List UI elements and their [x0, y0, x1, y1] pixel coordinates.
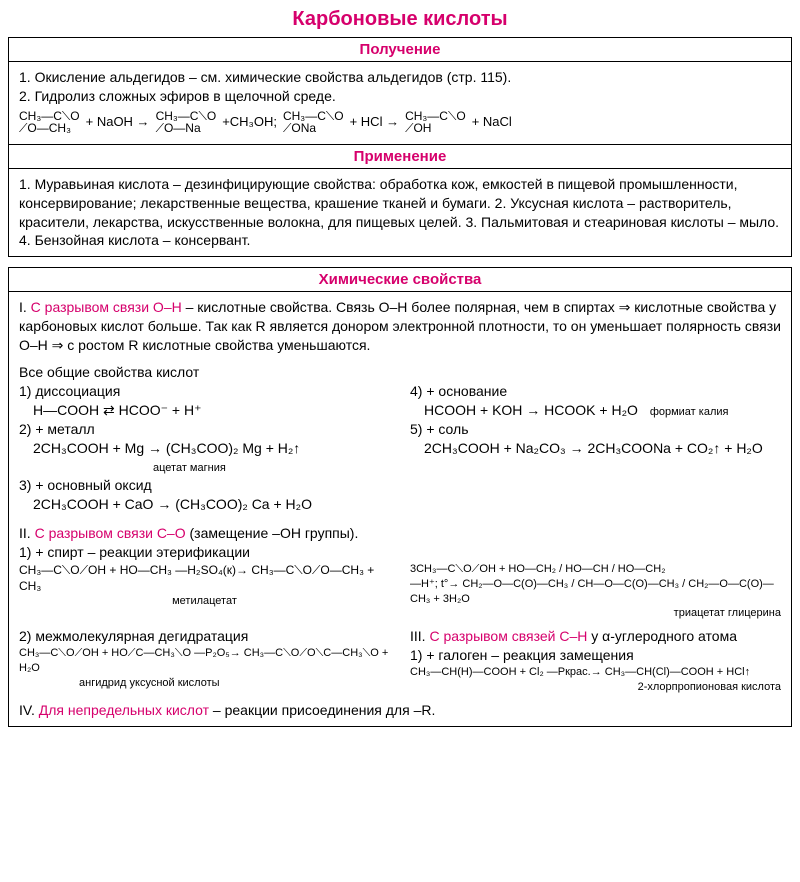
- bottom-row: 2) межмолекулярная дегидратация CH₃—C⟍O⟋…: [19, 627, 781, 694]
- item-5: 5) + соль: [410, 420, 781, 439]
- col-right: 4) + основание HCOOH + KOH → HCOOK + H₂O…: [410, 382, 781, 514]
- col-left: 1) диссоциация H—COOH ⇄ HCOO⁻ + H⁺ 2) + …: [19, 382, 390, 514]
- prep-line-1: 1. Окисление альдегидов – см. химические…: [19, 68, 781, 87]
- label-methylacetate: метилацетат: [19, 594, 390, 609]
- eq-3: 2CH₃COOH + CaO → (CH₃COO)₂ Ca + H₂O: [19, 495, 390, 514]
- item-2: 2) + металл: [19, 420, 390, 439]
- ester-right: 3CH₃—C⟍O⟋OH + HO—CH₂ / HO—CH / HO—CH₂ —H…: [410, 562, 781, 621]
- body-chem-props: I. С разрывом связи O–H – кислотные свой…: [9, 292, 791, 725]
- item-1: 1) диссоциация: [19, 382, 390, 401]
- eq-ii1-right-2: —H⁺; t°→ CH₂—O—C(O)—CH₃ / CH—O—C(O)—CH₃ …: [410, 577, 781, 607]
- label-chloroprop: 2-хлорпропионовая кислота: [410, 680, 781, 695]
- item-ii-2: 2) межмолекулярная дегидратация: [19, 627, 390, 646]
- section-ii-intro: II. С разрывом связи C–O (замещение –OH …: [19, 524, 781, 543]
- common-props-label: Все общие свойства кислот: [19, 363, 781, 382]
- op-1: + NaOH →: [86, 113, 150, 131]
- eq-ii2: CH₃—C⟍O⟋OH + HO⟋C—CH₃⟍O —P₂O₅→ CH₃—C⟍O⟋O…: [19, 646, 390, 676]
- eq-ii1-right-1: 3CH₃—C⟍O⟋OH + HO—CH₂ / HO—CH / HO—CH₂: [410, 562, 781, 577]
- section-i-intro: I. С разрывом связи O–H – кислотные свой…: [19, 298, 781, 355]
- body-application: 1. Муравьиная кислота – дезинфицирующие …: [9, 169, 791, 257]
- eq-1: H—COOH ⇄ HCOO⁻ + H⁺: [19, 401, 390, 420]
- esterification-row: CH₃—C⟍O⟋OH + HO—CH₃ —H₂SO₄(к)→ CH₃—C⟍O⟋O…: [19, 562, 781, 621]
- application-text: 1. Муравьиная кислота – дезинфицирующие …: [19, 176, 779, 249]
- bottom-right: III. С разрывом связей C–H у α-углеродно…: [410, 627, 781, 694]
- reagent-3: CH₃—C⟍O ⟋ONa: [283, 110, 344, 134]
- body-preparation: 1. Окисление альдегидов – см. химические…: [9, 62, 791, 144]
- props-columns: 1) диссоциация H—COOH ⇄ HCOO⁻ + H⁺ 2) + …: [19, 382, 781, 514]
- ester-left: CH₃—C⟍O⟋OH + HO—CH₃ —H₂SO₄(к)→ CH₃—C⟍O⟋O…: [19, 562, 390, 621]
- page-title: Карбоновые кислоты: [8, 8, 792, 31]
- eq-2: 2CH₃COOH + Mg → (CH₃COO)₂ Mg + H₂↑ ацета…: [19, 439, 390, 477]
- reagent-1: CH₃—C⟍O ⟋O—CH₃: [19, 110, 80, 134]
- eq-ii1-left: CH₃—C⟍O⟋OH + HO—CH₃ —H₂SO₄(к)→ CH₃—C⟍O⟋O…: [19, 562, 390, 594]
- item-ii-1: 1) + спирт – реакции этерификации: [19, 543, 781, 562]
- label-triacetate: триацетат глицерина: [410, 606, 781, 621]
- eq-iii1: CH₃—CH(H)—COOH + Cl₂ —Pкрас.→ CH₃—CH(Cl)…: [410, 665, 781, 680]
- box-preparation-application: Получение 1. Окисление альдегидов – см. …: [8, 37, 792, 257]
- item-iii-1: 1) + галоген – реакция замещения: [410, 646, 781, 665]
- eq-4: HCOOH + KOH → HCOOK + H₂O формиат калия: [410, 401, 781, 420]
- header-application: Применение: [9, 144, 791, 169]
- bottom-left: 2) межмолекулярная дегидратация CH₃—C⟍O⟋…: [19, 627, 390, 694]
- header-chem-props: Химические свойства: [9, 268, 791, 292]
- op-4: + NaCl: [472, 113, 512, 131]
- reagent-2: CH₃—C⟍O ⟋O—Na: [156, 110, 217, 134]
- section-iii-intro: III. С разрывом связей C–H у α-углеродно…: [410, 627, 781, 646]
- section-iv: IV. Для непредельных кислот – реакции пр…: [19, 701, 781, 720]
- eq-5: 2CH₃COOH + Na₂CO₃ → 2CH₃COONa + CO₂↑ + H…: [410, 439, 781, 458]
- prep-line-2: 2. Гидролиз сложных эфиров в щелочной ср…: [19, 87, 781, 106]
- op-2: +CH₃OH;: [222, 113, 277, 131]
- header-preparation: Получение: [9, 38, 791, 62]
- item-4: 4) + основание: [410, 382, 781, 401]
- item-3: 3) + основный оксид: [19, 476, 390, 495]
- op-3: + HCl →: [350, 113, 399, 131]
- reagent-4: CH₃—C⟍O ⟋OH: [405, 110, 466, 134]
- prep-equation: CH₃—C⟍O ⟋O—CH₃ + NaOH → CH₃—C⟍O ⟋O—Na +C…: [19, 110, 781, 134]
- box-chemical-properties: Химические свойства I. С разрывом связи …: [8, 267, 792, 726]
- label-anhydride: ангидрид уксусной кислоты: [19, 676, 390, 691]
